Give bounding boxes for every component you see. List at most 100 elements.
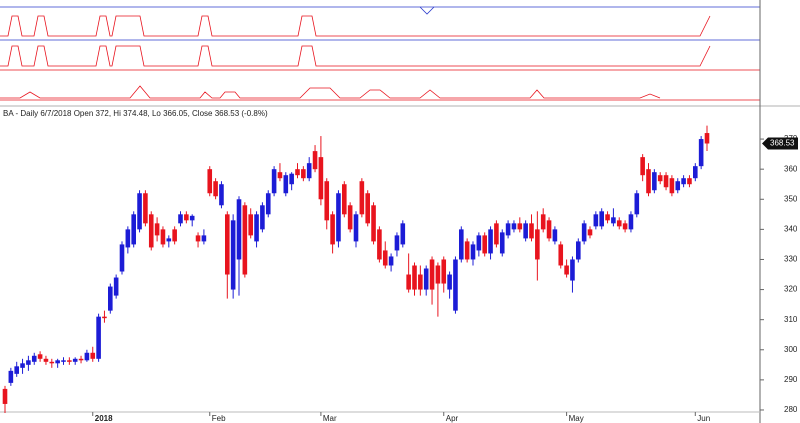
candle-body <box>219 184 224 206</box>
candle-body <box>687 178 692 185</box>
candle-body <box>505 223 511 236</box>
candle-body <box>271 169 277 194</box>
candle-body <box>26 360 31 365</box>
candle-body <box>260 205 265 230</box>
candle-body <box>365 193 370 224</box>
y-tick-label: 280 <box>784 405 798 414</box>
candle-body <box>693 166 698 179</box>
candle-body <box>55 360 60 364</box>
candle-body <box>207 169 213 194</box>
indicator-line <box>0 85 661 99</box>
candle-body <box>418 274 423 290</box>
x-tick-label: Apr <box>446 414 459 423</box>
candle-body <box>400 223 406 245</box>
y-tick-label: 350 <box>784 194 798 203</box>
candle-body <box>499 232 505 254</box>
candle-body <box>476 235 482 251</box>
candle-body <box>353 214 359 242</box>
candle-body <box>611 217 616 224</box>
candle-body <box>301 169 306 179</box>
x-tick-label: Feb <box>212 414 226 423</box>
candle-body <box>277 172 283 179</box>
candle-body <box>195 235 201 242</box>
candle-body <box>470 244 476 260</box>
candle-body <box>2 388 8 404</box>
candle-body <box>67 360 72 362</box>
candle-body <box>306 163 312 179</box>
candle-body <box>441 259 447 284</box>
candle-body <box>652 172 657 191</box>
candle-body <box>388 256 394 266</box>
y-tick-label: 360 <box>784 164 798 173</box>
candle-body <box>61 360 66 362</box>
candle-body <box>72 358 78 362</box>
candle-body <box>125 229 131 248</box>
candle-body <box>675 181 681 191</box>
candle-body <box>546 220 552 239</box>
candle-body <box>84 352 90 361</box>
candle-body <box>663 175 669 188</box>
candle-body <box>704 133 710 144</box>
candle-body <box>581 223 587 242</box>
candle-body <box>178 214 183 224</box>
candle-body <box>529 223 534 239</box>
candle-body <box>184 214 189 221</box>
candle-body <box>447 274 452 290</box>
candle-body <box>394 235 400 251</box>
candle-body <box>552 229 558 242</box>
candle-body <box>43 358 49 362</box>
candle-body <box>172 229 177 242</box>
candle-body <box>213 181 218 197</box>
candle-body <box>131 214 136 245</box>
y-tick-label: 310 <box>784 315 798 324</box>
candle-body <box>423 268 429 290</box>
y-tick-label: 320 <box>784 285 798 294</box>
x-tick-label: May <box>569 414 584 423</box>
candle-body <box>113 277 119 296</box>
candle-body <box>587 229 593 236</box>
candle-body <box>406 274 411 290</box>
candle-body <box>459 229 464 260</box>
candle-body <box>324 181 330 221</box>
candle-body <box>201 235 207 242</box>
candle-body <box>535 229 540 260</box>
candle-body <box>576 241 581 260</box>
candle-body <box>640 157 645 176</box>
candle-body <box>166 238 172 242</box>
chart-title: BA - Daily 6/7/2018 Open 372, Hi 374.48,… <box>3 109 268 118</box>
candle-body <box>265 193 271 215</box>
candle-body <box>616 220 622 227</box>
candle-body <box>102 316 107 319</box>
candle-body <box>359 181 365 215</box>
candle-body <box>517 223 523 230</box>
candle-body <box>295 169 300 176</box>
candle-body <box>377 229 382 260</box>
last-price-tag <box>762 137 798 150</box>
candle-body <box>236 199 242 260</box>
candle-body <box>558 244 564 266</box>
candle-body <box>347 205 353 230</box>
indicator-line <box>0 45 711 67</box>
candle-body <box>669 178 675 194</box>
candle-body <box>371 205 376 242</box>
candle-body <box>248 214 253 236</box>
candle-body <box>148 214 154 248</box>
candle-body <box>681 178 686 185</box>
candle-body <box>698 139 704 167</box>
candle-body <box>482 235 487 254</box>
candle-body <box>453 259 458 311</box>
candle-body <box>429 259 435 290</box>
candle-body <box>657 175 663 182</box>
candle-body <box>90 352 96 359</box>
y-tick-label: 300 <box>784 345 798 354</box>
candle-body <box>628 214 634 230</box>
candle-body <box>464 241 470 260</box>
candle-body <box>230 220 236 290</box>
last-price-label: 368.53 <box>770 139 795 148</box>
candle-body <box>488 229 493 254</box>
candle-body <box>318 157 324 200</box>
y-tick-label: 330 <box>784 255 798 264</box>
x-tick-label: Mar <box>323 414 337 423</box>
candle-body <box>8 370 14 383</box>
